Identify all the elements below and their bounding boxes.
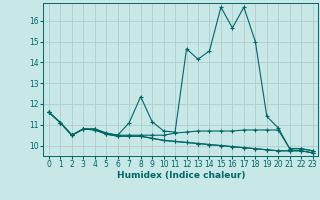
X-axis label: Humidex (Indice chaleur): Humidex (Indice chaleur) [116,171,245,180]
